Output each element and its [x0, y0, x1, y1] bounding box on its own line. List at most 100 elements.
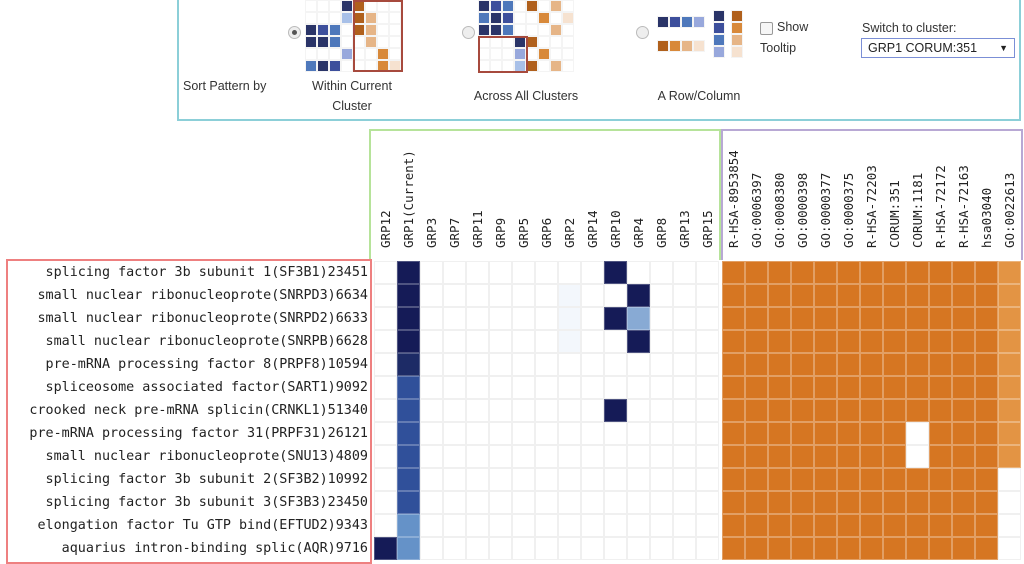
- row-label[interactable]: small nuclear ribonucleoprote(SNU13)4809: [45, 449, 368, 464]
- cluster-heatmap-cell[interactable]: [673, 330, 696, 353]
- cluster-heatmap-cell[interactable]: [512, 468, 535, 491]
- cluster-heatmap-cell[interactable]: [443, 399, 466, 422]
- cluster-heatmap-cell[interactable]: [627, 399, 650, 422]
- cluster-heatmap-cell[interactable]: [420, 537, 443, 560]
- term-heatmap-cell[interactable]: [814, 422, 837, 445]
- term-heatmap-cell[interactable]: [929, 468, 952, 491]
- term-heatmap-cell[interactable]: [860, 491, 883, 514]
- row-label[interactable]: splicing factor 3b subunit 3(SF3B3)23450: [45, 495, 368, 510]
- column-label[interactable]: R-HSA-72163: [952, 132, 975, 258]
- cluster-heatmap-cell[interactable]: [650, 468, 673, 491]
- term-heatmap-cell[interactable]: [837, 261, 860, 284]
- cluster-heatmap-cell[interactable]: [627, 353, 650, 376]
- cluster-heatmap-cell[interactable]: [696, 261, 719, 284]
- term-heatmap-cell[interactable]: [768, 330, 791, 353]
- term-heatmap-cell[interactable]: [837, 537, 860, 560]
- cluster-heatmap-cell[interactable]: [581, 468, 604, 491]
- cluster-heatmap-cell[interactable]: [397, 422, 420, 445]
- term-heatmap-cell[interactable]: [975, 330, 998, 353]
- cluster-heatmap-cell[interactable]: [558, 514, 581, 537]
- term-heatmap-cell[interactable]: [768, 307, 791, 330]
- column-label[interactable]: GRP11: [466, 132, 489, 258]
- cluster-heatmap-cell[interactable]: [581, 422, 604, 445]
- cluster-heatmap-cell[interactable]: [420, 330, 443, 353]
- term-heatmap-cell[interactable]: [791, 445, 814, 468]
- cluster-heatmap-cell[interactable]: [512, 399, 535, 422]
- cluster-heatmap-cell[interactable]: [535, 284, 558, 307]
- term-heatmap-cell[interactable]: [745, 399, 768, 422]
- term-heatmap-cell[interactable]: [883, 514, 906, 537]
- term-heatmap-cell[interactable]: [745, 514, 768, 537]
- cluster-heatmap-cell[interactable]: [650, 284, 673, 307]
- radio-a-row-column[interactable]: [636, 26, 649, 39]
- term-heatmap-cell[interactable]: [906, 514, 929, 537]
- cluster-heatmap-cell[interactable]: [650, 330, 673, 353]
- term-heatmap-cell[interactable]: [722, 376, 745, 399]
- term-heatmap-cell[interactable]: [745, 537, 768, 560]
- cluster-heatmap-cell[interactable]: [489, 514, 512, 537]
- term-heatmap-cell[interactable]: [722, 330, 745, 353]
- cluster-heatmap-cell[interactable]: [696, 468, 719, 491]
- term-heatmap-cell[interactable]: [722, 514, 745, 537]
- cluster-heatmap-cell[interactable]: [673, 537, 696, 560]
- cluster-heatmap-cell[interactable]: [604, 491, 627, 514]
- term-heatmap-cell[interactable]: [975, 445, 998, 468]
- cluster-heatmap-cell[interactable]: [696, 353, 719, 376]
- cluster-heatmap-cell[interactable]: [466, 330, 489, 353]
- cluster-heatmap-cell[interactable]: [627, 514, 650, 537]
- term-heatmap-cell[interactable]: [860, 353, 883, 376]
- term-heatmap-cell[interactable]: [975, 468, 998, 491]
- cluster-heatmap-cell[interactable]: [581, 399, 604, 422]
- term-heatmap-cell[interactable]: [952, 491, 975, 514]
- cluster-heatmap-cell[interactable]: [397, 514, 420, 537]
- cluster-heatmap-cell[interactable]: [397, 353, 420, 376]
- term-heatmap-cell[interactable]: [883, 445, 906, 468]
- cluster-heatmap-cell[interactable]: [558, 284, 581, 307]
- term-heatmap-cell[interactable]: [975, 537, 998, 560]
- column-label[interactable]: GRP1(Current): [397, 132, 420, 258]
- term-heatmap-cell[interactable]: [722, 399, 745, 422]
- term-heatmap-cell[interactable]: [860, 376, 883, 399]
- term-heatmap-cell[interactable]: [814, 537, 837, 560]
- cluster-heatmap-cell[interactable]: [604, 376, 627, 399]
- term-heatmap-cell[interactable]: [791, 514, 814, 537]
- column-label[interactable]: GO:0008380: [768, 132, 791, 258]
- cluster-heatmap-cell[interactable]: [604, 261, 627, 284]
- term-heatmap-cell[interactable]: [929, 307, 952, 330]
- cluster-heatmap-cell[interactable]: [650, 261, 673, 284]
- term-heatmap-cell[interactable]: [883, 353, 906, 376]
- term-heatmap-cell[interactable]: [768, 491, 791, 514]
- term-heatmap-cell[interactable]: [814, 445, 837, 468]
- cluster-heatmap-cell[interactable]: [604, 353, 627, 376]
- term-heatmap-cell[interactable]: [952, 537, 975, 560]
- cluster-heatmap-cell[interactable]: [489, 330, 512, 353]
- cluster-heatmap-cell[interactable]: [650, 445, 673, 468]
- term-heatmap-cell[interactable]: [791, 330, 814, 353]
- term-heatmap-cell[interactable]: [837, 376, 860, 399]
- term-heatmap-cell[interactable]: [975, 353, 998, 376]
- term-heatmap-cell[interactable]: [814, 353, 837, 376]
- cluster-heatmap-cell[interactable]: [650, 514, 673, 537]
- cluster-heatmap-cell[interactable]: [397, 307, 420, 330]
- term-heatmap-cell[interactable]: [929, 491, 952, 514]
- cluster-heatmap-cell[interactable]: [627, 468, 650, 491]
- cluster-heatmap-cell[interactable]: [604, 399, 627, 422]
- cluster-heatmap-cell[interactable]: [420, 514, 443, 537]
- term-heatmap-cell[interactable]: [860, 445, 883, 468]
- row-label[interactable]: pre-mRNA processing factor 8(PRPF8)10594: [45, 357, 368, 372]
- term-heatmap-cell[interactable]: [975, 399, 998, 422]
- cluster-heatmap-cell[interactable]: [535, 261, 558, 284]
- cluster-heatmap-cell[interactable]: [581, 376, 604, 399]
- cluster-heatmap-cell[interactable]: [673, 307, 696, 330]
- column-label[interactable]: GRP3: [420, 132, 443, 258]
- term-heatmap-cell[interactable]: [814, 376, 837, 399]
- term-heatmap-cell[interactable]: [814, 330, 837, 353]
- column-label[interactable]: CORUM:1181: [906, 132, 929, 258]
- radio-across-all-clusters[interactable]: [462, 26, 475, 39]
- radio-within-current-cluster[interactable]: [288, 26, 301, 39]
- term-heatmap-cell[interactable]: [791, 422, 814, 445]
- cluster-heatmap-cell[interactable]: [627, 284, 650, 307]
- term-heatmap-cell[interactable]: [791, 376, 814, 399]
- term-heatmap-cell[interactable]: [768, 537, 791, 560]
- cluster-heatmap-cell[interactable]: [374, 491, 397, 514]
